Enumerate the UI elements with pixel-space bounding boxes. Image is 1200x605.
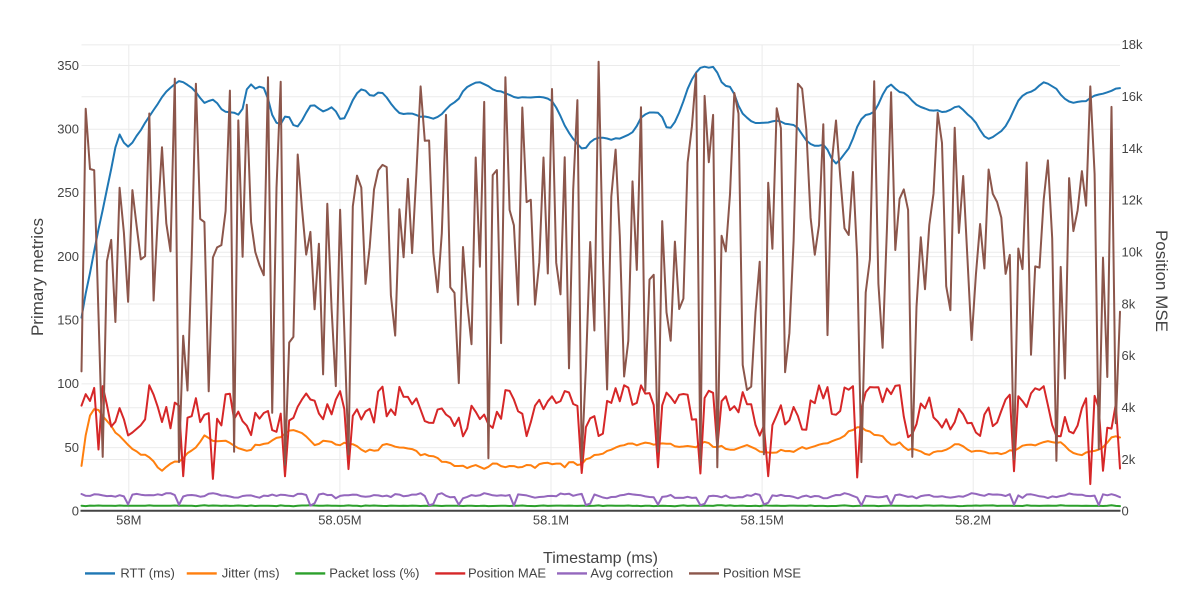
svg-text:350: 350 <box>57 58 79 73</box>
svg-text:10k: 10k <box>1122 244 1143 259</box>
svg-text:58.1M: 58.1M <box>533 513 569 528</box>
svg-text:250: 250 <box>57 185 79 200</box>
svg-text:Avg correction: Avg correction <box>590 566 673 581</box>
svg-text:Jitter (ms): Jitter (ms) <box>222 566 280 581</box>
svg-text:Position MSE: Position MSE <box>723 566 801 581</box>
svg-text:Packet loss (%): Packet loss (%) <box>329 566 419 581</box>
svg-text:18k: 18k <box>1122 37 1143 52</box>
svg-text:58.15M: 58.15M <box>740 513 783 528</box>
svg-text:100: 100 <box>57 376 79 391</box>
svg-text:RTT (ms): RTT (ms) <box>120 566 174 581</box>
svg-text:Primary metrics: Primary metrics <box>28 218 47 336</box>
svg-text:Timestamp (ms): Timestamp (ms) <box>543 550 658 567</box>
svg-text:Position MAE: Position MAE <box>468 566 546 581</box>
svg-text:6k: 6k <box>1122 348 1136 363</box>
svg-text:50: 50 <box>65 440 79 455</box>
svg-text:200: 200 <box>57 249 79 264</box>
svg-text:2k: 2k <box>1122 452 1136 467</box>
svg-text:4k: 4k <box>1122 400 1136 415</box>
svg-text:14k: 14k <box>1122 141 1143 156</box>
svg-text:150: 150 <box>57 313 79 328</box>
svg-text:12k: 12k <box>1122 193 1143 208</box>
svg-text:Position MSE: Position MSE <box>1152 230 1171 332</box>
svg-text:300: 300 <box>57 121 79 136</box>
svg-text:0: 0 <box>72 504 79 519</box>
svg-text:16k: 16k <box>1122 89 1143 104</box>
svg-text:58.05M: 58.05M <box>318 513 361 528</box>
svg-text:58M: 58M <box>116 513 141 528</box>
svg-text:58.2M: 58.2M <box>955 513 991 528</box>
svg-text:8k: 8k <box>1122 296 1136 311</box>
svg-text:0: 0 <box>1122 504 1129 519</box>
